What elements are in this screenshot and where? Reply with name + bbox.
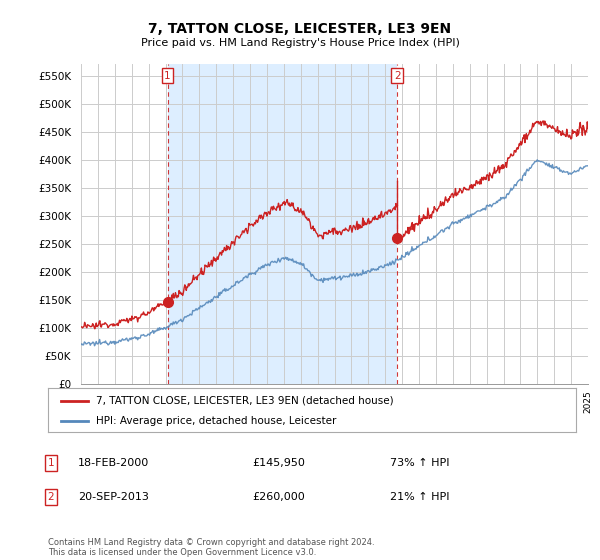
Text: 20-SEP-2013: 20-SEP-2013: [78, 492, 149, 502]
Text: 21% ↑ HPI: 21% ↑ HPI: [390, 492, 449, 502]
Text: HPI: Average price, detached house, Leicester: HPI: Average price, detached house, Leic…: [95, 416, 336, 426]
Text: £145,950: £145,950: [252, 458, 305, 468]
Text: 7, TATTON CLOSE, LEICESTER, LE3 9EN: 7, TATTON CLOSE, LEICESTER, LE3 9EN: [148, 22, 452, 36]
Text: Contains HM Land Registry data © Crown copyright and database right 2024.
This d: Contains HM Land Registry data © Crown c…: [48, 538, 374, 557]
Text: 1: 1: [47, 458, 55, 468]
Text: 1: 1: [164, 71, 171, 81]
Text: 2: 2: [47, 492, 55, 502]
Text: 73% ↑ HPI: 73% ↑ HPI: [390, 458, 449, 468]
Text: £260,000: £260,000: [252, 492, 305, 502]
Text: 18-FEB-2000: 18-FEB-2000: [78, 458, 149, 468]
Text: 2: 2: [394, 71, 401, 81]
Bar: [167, 64, 397, 384]
Text: Price paid vs. HM Land Registry's House Price Index (HPI): Price paid vs. HM Land Registry's House …: [140, 38, 460, 48]
Text: 7, TATTON CLOSE, LEICESTER, LE3 9EN (detached house): 7, TATTON CLOSE, LEICESTER, LE3 9EN (det…: [95, 396, 393, 406]
